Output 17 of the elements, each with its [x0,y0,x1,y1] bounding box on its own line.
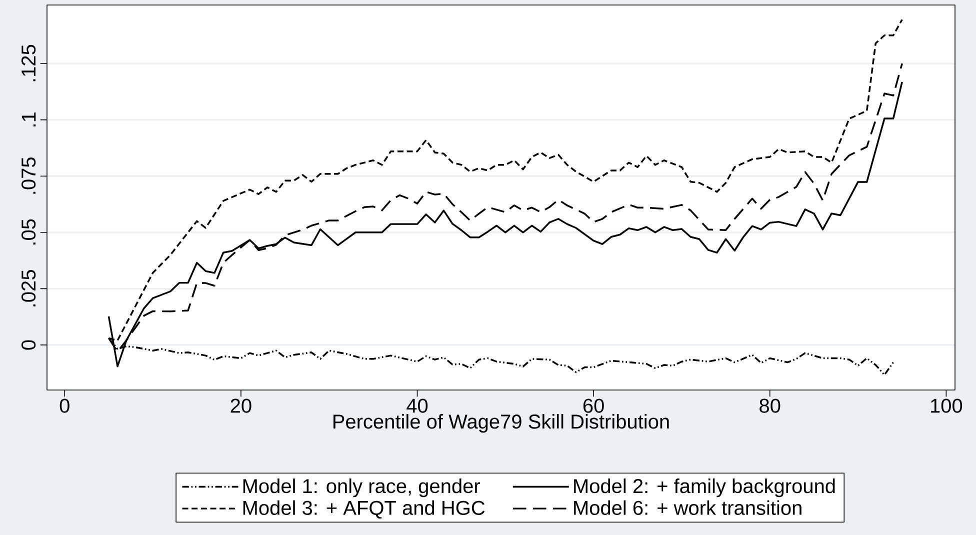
y-tick-label: .125 [21,44,36,82]
x-tick-label: 40 [406,398,428,413]
legend-label: Model 2: + family background [574,478,835,498]
x-tick-label: 100 [931,398,962,413]
y-tick-label: .1 [22,112,36,126]
x-tick-label: 60 [583,398,604,413]
legend-label: Model 1: only race, gender [243,478,480,498]
x-tick-label: 20 [230,398,252,413]
y-tick-label: 0 [21,340,36,350]
y-tick-label: .05 [21,219,36,244]
y-tick-label: .025 [21,270,36,306]
legend-label: Model 6: + work transition [574,500,802,515]
x-axis-title: Percentile of Wage79 Skill Distribution [333,414,669,433]
legend-label: Model 3: + AFQT and HGC [243,500,485,519]
x-tick-label: 0 [60,398,70,413]
x-tick-label: 80 [760,398,780,413]
y-tick-label: .075 [21,157,36,194]
